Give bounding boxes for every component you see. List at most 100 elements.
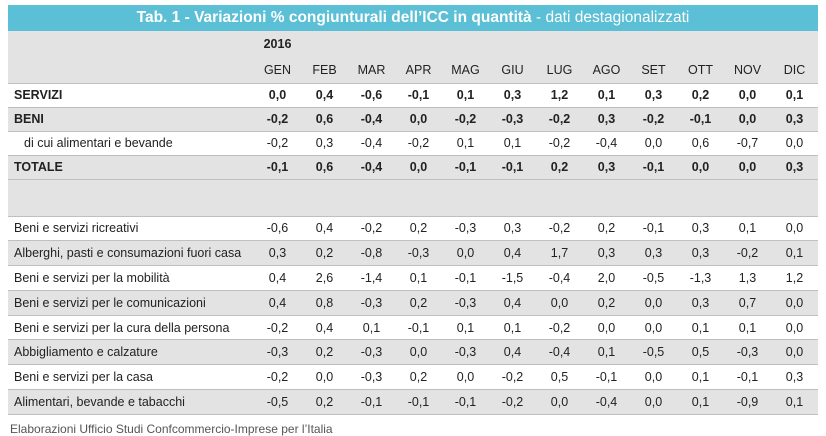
row-label: SERVIZI [8, 83, 254, 108]
row-label: Beni e servizi per la mobilità [8, 265, 254, 291]
table-row: Beni e servizi per le comunicazioni 0,4 0,… [8, 290, 818, 316]
table-cell: -1,4 [348, 265, 395, 291]
table-cell: 0,0 [724, 155, 771, 180]
table-cell: -0,4 [583, 131, 630, 156]
table-cell: -0,2 [442, 107, 489, 132]
table-cell: -0,3 [348, 290, 395, 316]
empty-cell [395, 179, 442, 217]
table-cell: -1,5 [489, 265, 536, 291]
empty-cell [677, 179, 724, 217]
table-cell: -1,3 [677, 265, 724, 291]
table-cell: 0,2 [301, 389, 348, 415]
table-cell: -0,2 [254, 364, 301, 391]
table-cell: 1,3 [724, 265, 771, 291]
row-label [8, 57, 254, 84]
table-cell: -0,1 [630, 216, 677, 242]
table-cell: 0,3 [771, 107, 818, 132]
table-cell: 0,4 [489, 339, 536, 366]
month-header: FEB [301, 57, 348, 84]
empty-cell [771, 179, 818, 217]
table-cell: 0,0 [301, 364, 348, 391]
empty-cell [395, 31, 442, 57]
table-cell: 0,0 [771, 216, 818, 242]
month-header: SET [630, 57, 677, 84]
row-label: Beni e servizi ricreativi [8, 216, 254, 242]
month-header-row: GEN FEB MAR APR MAG GIU LUG AGO SET OTT NOV DIC [8, 57, 818, 84]
table-cell: 0,2 [677, 83, 724, 108]
table-cell: 0,2 [301, 339, 348, 366]
table-cell: 0,3 [771, 155, 818, 180]
month-header: LUG [536, 57, 583, 84]
empty-cell [630, 179, 677, 217]
table-cell: -0,1 [724, 364, 771, 391]
table-cell: 0,3 [630, 240, 677, 267]
empty-cell [583, 31, 630, 57]
table-body: 2016 GEN FEB MAR APR MAG GIU LUG AGO SET OTT NOV DIC… [8, 31, 818, 415]
month-header: NOV [724, 57, 771, 84]
table-cell: 0,4 [301, 315, 348, 341]
table-cell: 0,3 [677, 290, 724, 316]
table-cell: -0,1 [442, 265, 489, 291]
table-cell: -0,2 [536, 131, 583, 156]
table-cell: -0,9 [724, 389, 771, 415]
row-label: BENI [8, 107, 254, 132]
empty-cell [771, 31, 818, 57]
table-cell: -0,1 [395, 83, 442, 108]
table-cell: -0,1 [583, 364, 630, 391]
table-cell: 0,0 [630, 389, 677, 415]
table-row: BENI -0,2 0,6 -0,4 0,0 -0,2 -0,3 -0,2 0,3 -0,2 -0,… [8, 107, 818, 132]
table-cell: -0,1 [395, 315, 442, 341]
table-cell: 0,0 [677, 155, 724, 180]
table-cell: 0,5 [536, 364, 583, 391]
table-cell: -0,2 [536, 216, 583, 242]
table-cell: 0,1 [677, 315, 724, 341]
month-header: MAG [442, 57, 489, 84]
table-cell: 0,1 [677, 364, 724, 391]
table-container: Tab. 1 - Variazioni % congiunturali dell… [8, 5, 818, 436]
table-cell: 0,0 [771, 131, 818, 156]
table-cell: 0,1 [348, 315, 395, 341]
table-cell: -0,6 [348, 83, 395, 108]
table-cell: 0,3 [630, 83, 677, 108]
table-cell: 0,5 [677, 339, 724, 366]
month-header: MAR [348, 57, 395, 84]
table-cell: 0,0 [771, 290, 818, 316]
table-cell: 0,2 [395, 216, 442, 242]
month-header: AGO [583, 57, 630, 84]
table-cell: -0,2 [395, 131, 442, 156]
table-row: Abbigliamento e calzature -0,3 0,2 -0,3 0,0-… [8, 339, 818, 366]
empty-cell [630, 31, 677, 57]
table-cell: -0,3 [489, 107, 536, 132]
table-cell: -0,1 [630, 155, 677, 180]
table-cell: 0,4 [254, 265, 301, 291]
empty-cell [442, 31, 489, 57]
table-row: Beni e servizi per la mobilità 0,4 2,6 -1,4… [8, 265, 818, 291]
table-cell: -0,1 [254, 155, 301, 180]
table-cell: 0,1 [724, 315, 771, 341]
table-cell: 0,3 [489, 216, 536, 242]
table-cell: 0,0 [630, 315, 677, 341]
table-cell: -0,3 [348, 364, 395, 391]
row-label: Beni e servizi per le comunicazioni [8, 290, 254, 316]
table-cell: 0,0 [630, 290, 677, 316]
table-cell: 0,0 [536, 290, 583, 316]
table-cell: -0,3 [442, 339, 489, 366]
table-cell: 0,8 [301, 290, 348, 316]
table-cell: -0,4 [583, 389, 630, 415]
empty-cell [348, 31, 395, 57]
data-table: 2016 GEN FEB MAR APR MAG GIU LUG AGO SET OTT NOV DIC… [8, 31, 818, 415]
table-cell: -0,3 [348, 339, 395, 366]
table-cell: 0,6 [677, 131, 724, 156]
table-cell: 0,3 [677, 240, 724, 267]
table-cell: 0,2 [395, 364, 442, 391]
table-cell: 0,2 [536, 155, 583, 180]
table-cell: -0,3 [724, 339, 771, 366]
table-cell: -0,5 [630, 265, 677, 291]
empty-cell [536, 31, 583, 57]
table-cell: -0,5 [630, 339, 677, 366]
table-row: SERVIZI 0,0 0,4 -0,6 -0,1 0,1 0,3 1,2 0,1 0,3 0,2 0… [8, 83, 818, 108]
table-cell: -0,1 [677, 107, 724, 132]
table-cell: -0,1 [489, 155, 536, 180]
table-cell: 0,1 [442, 131, 489, 156]
row-label: Abbigliamento e calzature [8, 339, 254, 366]
